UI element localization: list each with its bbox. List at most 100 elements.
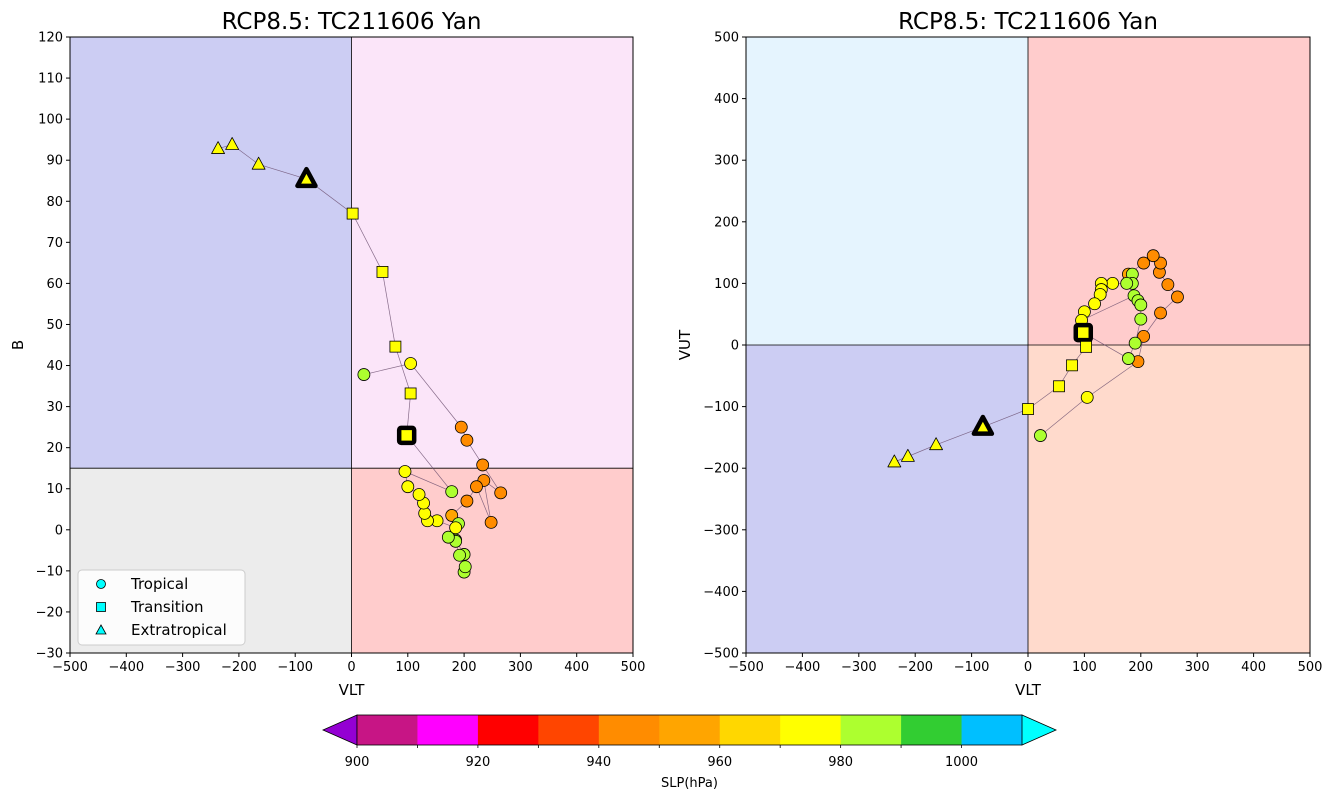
y-tick-label: 10 bbox=[46, 482, 63, 497]
track-point-circle bbox=[1120, 276, 1134, 290]
colorbar-bin bbox=[357, 715, 418, 745]
y-tick-label: −30 bbox=[36, 647, 63, 662]
y-tick-label: 20 bbox=[46, 441, 63, 456]
track-point-circle bbox=[1161, 278, 1175, 292]
colorbar-bin bbox=[780, 715, 842, 745]
track-point-circle bbox=[1106, 276, 1119, 290]
highlight-track-point-square bbox=[396, 425, 417, 446]
colorbar-under-extension bbox=[322, 714, 358, 746]
x-tick-label: 200 bbox=[1128, 660, 1153, 675]
colorbar-bin bbox=[901, 715, 963, 745]
track-point-square bbox=[1066, 359, 1078, 372]
y-tick-label: −20 bbox=[36, 605, 63, 620]
track-point-circle bbox=[1121, 352, 1135, 365]
track-point-circle bbox=[1134, 312, 1148, 326]
chart-title: RCP8.5: TC211606 Yan bbox=[898, 9, 1158, 35]
x-tick-label: 0 bbox=[1024, 660, 1032, 675]
y-tick-label: 500 bbox=[714, 31, 739, 46]
track-point-circle bbox=[458, 560, 472, 574]
colorbar-bin bbox=[659, 715, 721, 745]
track-point-circle bbox=[484, 516, 498, 529]
track-point-triangle bbox=[929, 437, 943, 451]
x-tick-label: −400 bbox=[785, 660, 821, 675]
quadrant-bottom-right bbox=[1028, 345, 1310, 653]
track-point-circle bbox=[454, 420, 468, 434]
y-tick-label: −10 bbox=[36, 564, 63, 579]
legend-label: Transition bbox=[130, 598, 204, 616]
x-tick-label: 500 bbox=[1298, 660, 1323, 675]
x-tick-label: −200 bbox=[221, 660, 257, 675]
y-axis-label: VUT bbox=[676, 329, 694, 360]
colorbar-tick-label: 1000 bbox=[945, 755, 978, 770]
colorbar-bin bbox=[598, 715, 660, 745]
x-tick-label: 300 bbox=[1185, 660, 1210, 675]
y-tick-label: 80 bbox=[46, 195, 63, 210]
y-tick-label: 70 bbox=[46, 236, 63, 251]
track-point-circle bbox=[412, 488, 426, 501]
colorbar-bin bbox=[961, 715, 1023, 745]
y-tick-label: 0 bbox=[731, 339, 739, 354]
y-tick-label: 120 bbox=[38, 31, 63, 46]
legend-box bbox=[77, 569, 246, 646]
quadrant-top-right bbox=[1028, 37, 1310, 345]
colorbar-tick-label: 980 bbox=[828, 755, 853, 770]
colorbar-tick-label: 920 bbox=[465, 755, 490, 770]
x-tick-label: 0 bbox=[347, 660, 355, 675]
x-tick-label: −500 bbox=[52, 660, 88, 675]
x-tick-label: −200 bbox=[897, 660, 933, 675]
y-axis-label: B bbox=[9, 340, 27, 350]
track-point-circle bbox=[476, 458, 490, 472]
y-tick-label: −500 bbox=[703, 647, 739, 662]
track-point-square bbox=[389, 340, 402, 353]
track-point-square bbox=[1022, 403, 1034, 415]
x-tick-label: 400 bbox=[1241, 660, 1266, 675]
y-tick-label: 50 bbox=[46, 318, 63, 333]
y-tick-label: 100 bbox=[714, 277, 739, 292]
track-point-circle bbox=[494, 486, 508, 500]
highlight-track-point-triangle bbox=[971, 414, 995, 436]
colorbar-bin bbox=[840, 715, 902, 745]
track-point-triangle bbox=[900, 448, 915, 462]
x-axis-label: VLT bbox=[1015, 681, 1042, 699]
x-tick-label: 400 bbox=[564, 660, 589, 675]
legend-label: Extratropical bbox=[131, 621, 227, 639]
track-point-circle bbox=[398, 465, 412, 478]
colorbar-bin bbox=[538, 715, 600, 745]
chart-title: RCP8.5: TC211606 Yan bbox=[222, 9, 482, 35]
colorbar-bin bbox=[417, 715, 479, 745]
x-tick-label: −400 bbox=[108, 660, 144, 675]
quadrant-top-left bbox=[70, 37, 352, 469]
colorbar-bin bbox=[719, 715, 781, 745]
track-point-square bbox=[1053, 380, 1065, 393]
colorbar-tick-label: 960 bbox=[707, 755, 732, 770]
y-tick-label: 30 bbox=[46, 400, 63, 415]
track-point-circle bbox=[401, 480, 415, 494]
colorbar: 900 920 940 960 980 1000 SLP(hPa) bbox=[322, 714, 1057, 791]
track-point-circle bbox=[445, 509, 459, 522]
x-tick-label: −100 bbox=[954, 660, 990, 675]
colorbar-bin bbox=[477, 715, 539, 745]
legend: Tropical Transition Extratropical bbox=[77, 569, 246, 646]
legend-label: Tropical bbox=[130, 575, 188, 593]
highlight-track-point-triangle bbox=[295, 166, 318, 189]
track-point-circle bbox=[1146, 249, 1160, 263]
legend-triangle-marker bbox=[95, 624, 107, 635]
track-point-circle bbox=[1137, 329, 1151, 343]
x-tick-label: 100 bbox=[1072, 660, 1097, 675]
track-point-square bbox=[1080, 340, 1092, 353]
y-tick-label: 90 bbox=[46, 154, 63, 169]
y-tick-label: 300 bbox=[714, 154, 739, 169]
track-point-circle bbox=[441, 530, 455, 544]
track-point-circle bbox=[460, 433, 474, 447]
track-point-square bbox=[346, 207, 359, 220]
y-tick-label: −400 bbox=[703, 585, 739, 600]
track-point-circle bbox=[357, 368, 371, 381]
legend-circle-marker bbox=[96, 579, 106, 589]
track-point-circle bbox=[1034, 429, 1047, 442]
colorbar-tick-label: 900 bbox=[345, 755, 370, 770]
track-point-triangle bbox=[887, 454, 902, 468]
track-point-circle bbox=[453, 548, 466, 562]
track-point-circle bbox=[1093, 288, 1107, 301]
track-point-circle bbox=[449, 521, 463, 535]
track-point-circle bbox=[1137, 256, 1151, 270]
